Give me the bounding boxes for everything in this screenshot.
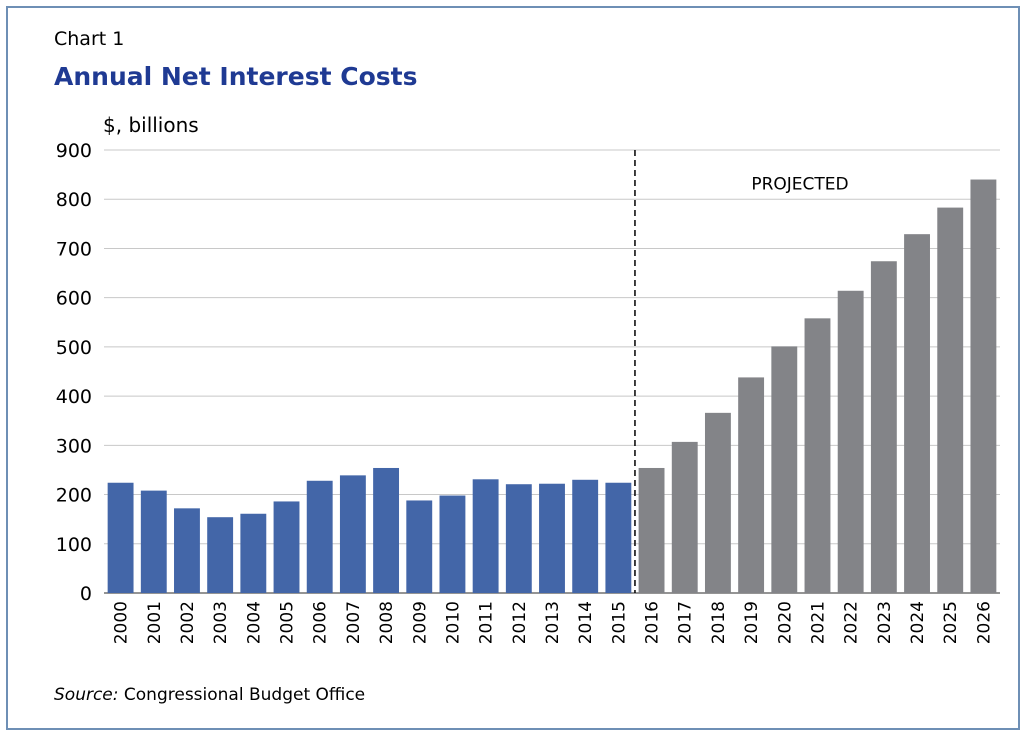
bars: [107, 179, 997, 594]
bar-2018: [704, 412, 731, 593]
x-tick-label: 2004: [244, 601, 264, 644]
bar-2012: [505, 484, 532, 593]
x-tick-label: 2003: [211, 601, 231, 644]
chart-number-label: Chart 1: [54, 28, 125, 50]
x-tick-label: 2017: [676, 601, 696, 644]
x-tick-label: 2002: [178, 601, 198, 644]
bar-2019: [738, 377, 765, 593]
bar-2009: [406, 500, 433, 593]
bar-2021: [804, 318, 831, 593]
bar-2003: [207, 517, 234, 593]
bar-2025: [937, 207, 964, 593]
x-tick-label: 2000: [112, 601, 132, 644]
bar-2000: [107, 482, 134, 593]
y-axis-unit-label: $, billions: [103, 113, 199, 137]
chart-title: Annual Net Interest Costs: [54, 62, 418, 91]
x-tick-label: 2012: [510, 601, 530, 644]
x-tick-label: 2001: [145, 601, 165, 644]
y-tick-label: 700: [56, 238, 92, 260]
y-axis-ticks: 0 100 200 300 400 500 600 700 800 900: [56, 140, 92, 605]
x-tick-label: 2006: [311, 601, 331, 644]
x-tick-label: 2026: [974, 601, 994, 644]
y-tick-label: 900: [56, 140, 92, 162]
bar-2014: [572, 479, 599, 593]
bar-2026: [970, 179, 997, 594]
bar-2016: [638, 467, 665, 593]
x-tick-label: 2009: [410, 601, 430, 644]
bar-2015: [605, 482, 632, 593]
x-tick-label: 2008: [377, 601, 397, 644]
source-prefix: Source:: [54, 685, 119, 705]
bar-2020: [771, 346, 798, 593]
y-tick-label: 200: [56, 485, 92, 507]
x-tick-label: 2021: [808, 601, 828, 644]
projected-annotation: PROJECTED: [751, 174, 848, 194]
bar-2005: [273, 501, 300, 593]
x-tick-label: 2025: [941, 601, 961, 644]
y-tick-label: 500: [56, 337, 92, 359]
x-tick-label: 2007: [344, 601, 364, 644]
x-tick-label: 2022: [842, 601, 862, 644]
y-tick-label: 300: [56, 435, 92, 457]
bar-2017: [671, 441, 698, 593]
bar-2010: [439, 495, 466, 593]
x-tick-label: 2010: [443, 601, 463, 644]
x-tick-label: 2024: [908, 601, 928, 644]
bar-2023: [870, 261, 897, 593]
source-text: Congressional Budget Office: [123, 685, 366, 705]
bar-2024: [904, 234, 930, 594]
bar-2006: [306, 480, 333, 593]
y-tick-label: 100: [56, 534, 92, 556]
y-tick-label: 0: [80, 583, 92, 605]
x-tick-label: 2020: [775, 601, 795, 644]
x-tick-label: 2016: [643, 601, 663, 644]
annotations: PROJECTED: [634, 150, 849, 593]
y-tick-label: 600: [56, 288, 92, 310]
y-tick-label: 800: [56, 189, 92, 211]
x-axis-ticks: 2000 2001 2002 2003 2004 2005 2006 2007 2008 2009…: [112, 601, 995, 644]
bar-2004: [240, 513, 267, 593]
bar-2001: [140, 490, 167, 593]
x-tick-label: 2014: [576, 601, 596, 644]
bar-2011: [472, 479, 499, 593]
bar-2002: [174, 508, 200, 593]
x-tick-label: 2019: [742, 601, 762, 644]
bar-2008: [373, 467, 400, 593]
x-tick-label: 2015: [609, 601, 629, 644]
x-tick-label: 2013: [543, 601, 563, 644]
x-tick-label: 2011: [477, 601, 497, 644]
bar-2007: [339, 475, 366, 593]
x-tick-label: 2005: [278, 601, 298, 644]
x-tick-label: 2018: [709, 601, 729, 644]
x-tick-label: 2023: [875, 601, 895, 644]
bar-2013: [539, 483, 565, 593]
y-tick-label: 400: [56, 386, 92, 408]
bar-2022: [837, 290, 864, 593]
source-note: Source: Congressional Budget Office: [54, 685, 365, 705]
